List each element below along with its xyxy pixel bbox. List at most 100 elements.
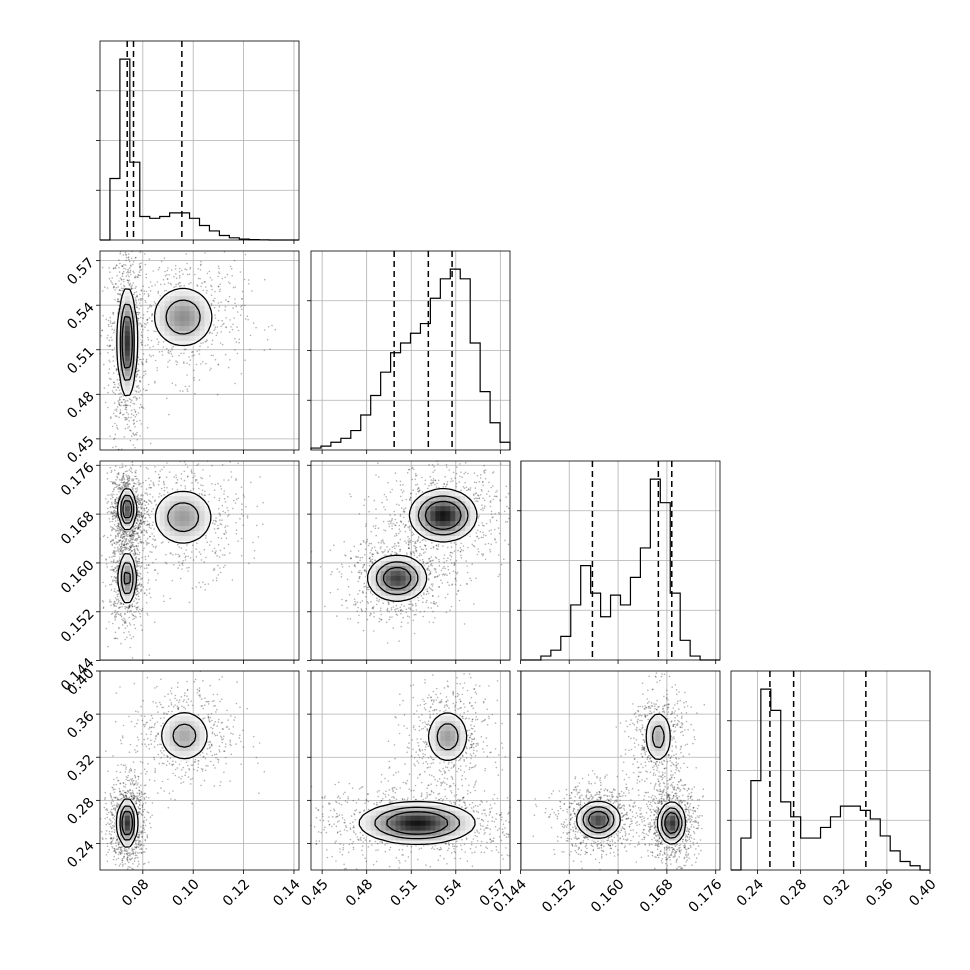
sample-point — [129, 535, 132, 537]
sample-point — [200, 342, 202, 345]
sample-point — [112, 555, 115, 557]
sample-point — [158, 496, 160, 498]
sample-point — [106, 809, 109, 812]
sample-point — [132, 402, 135, 405]
sample-point — [130, 853, 133, 855]
sample-point — [404, 524, 407, 526]
sample-point — [482, 809, 485, 811]
sample-point — [371, 844, 373, 846]
sample-point — [224, 564, 226, 567]
sample-point — [109, 320, 112, 322]
sample-point — [116, 593, 118, 596]
sample-point — [108, 823, 111, 826]
sample-point — [119, 409, 122, 411]
sample-point — [140, 562, 143, 564]
sample-point — [136, 533, 138, 535]
sample-point — [137, 385, 140, 387]
sample-point — [118, 488, 121, 490]
sample-point — [155, 503, 158, 506]
sample-point — [474, 831, 476, 834]
sample-point — [112, 313, 115, 316]
sample-point — [139, 379, 141, 382]
sample-point — [432, 610, 434, 613]
sample-point — [133, 423, 135, 425]
sample-point — [105, 837, 107, 840]
sample-point — [150, 355, 152, 358]
sample-point — [160, 542, 163, 544]
sample-point — [399, 515, 402, 517]
sample-point — [120, 287, 123, 290]
sample-point — [228, 331, 231, 334]
sample-point — [137, 595, 140, 598]
scatter-panel-p1-p3 — [307, 670, 511, 874]
sample-point — [104, 796, 106, 799]
sample-point — [357, 606, 359, 609]
sample-point — [138, 575, 141, 578]
sample-point — [172, 760, 174, 763]
sample-point — [198, 689, 201, 692]
sample-point — [123, 480, 126, 483]
sample-point — [138, 558, 140, 560]
sample-point — [220, 781, 222, 783]
sample-point — [133, 419, 135, 421]
sample-point — [174, 694, 177, 697]
sample-point — [112, 322, 114, 324]
sample-point — [127, 282, 130, 284]
sample-point — [136, 513, 139, 515]
sample-point — [122, 280, 125, 283]
sample-point — [154, 539, 157, 541]
sample-point — [132, 863, 134, 865]
sample-point — [139, 322, 141, 325]
sample-point — [205, 537, 207, 539]
sample-point — [490, 486, 493, 489]
sample-point — [111, 805, 114, 807]
sample-point — [133, 605, 136, 607]
sample-point — [503, 834, 506, 836]
sample-point — [139, 760, 142, 763]
sample-point — [246, 515, 249, 517]
sample-point — [219, 519, 221, 521]
sample-point — [114, 797, 117, 799]
sample-point — [112, 287, 115, 289]
sample-point — [132, 414, 135, 417]
sample-point — [351, 843, 354, 845]
sample-point — [120, 642, 122, 645]
sample-point — [153, 301, 156, 303]
sample-point — [184, 485, 186, 487]
sample-point — [148, 728, 150, 730]
sample-point — [135, 477, 137, 480]
sample-point — [227, 300, 229, 303]
sample-point — [140, 515, 143, 518]
sample-point — [141, 531, 144, 534]
sample-point — [140, 795, 143, 798]
sample-point — [126, 636, 128, 639]
sample-point — [221, 698, 223, 701]
sample-point — [162, 541, 164, 543]
sample-point — [137, 545, 139, 547]
sample-point — [407, 797, 409, 799]
sample-point — [437, 479, 440, 482]
sample-point — [113, 286, 115, 288]
sample-point — [186, 476, 189, 478]
sample-point — [135, 787, 138, 789]
sample-point — [113, 778, 115, 781]
sample-point — [129, 267, 131, 269]
density-cell — [415, 585, 421, 591]
sample-point — [110, 560, 113, 563]
sample-point — [210, 303, 213, 305]
sample-point — [118, 293, 121, 296]
sample-point — [135, 854, 138, 857]
sample-point — [121, 486, 124, 489]
sample-point — [123, 484, 125, 487]
density-cell — [184, 750, 190, 756]
sample-point — [176, 699, 178, 701]
sample-point — [348, 565, 351, 568]
sample-point — [394, 786, 396, 789]
sample-point — [209, 684, 211, 687]
sample-point — [489, 519, 491, 521]
sample-point — [133, 530, 135, 533]
sample-point — [125, 254, 127, 256]
sample-point — [158, 473, 160, 476]
sample-point — [214, 532, 217, 534]
sample-point — [139, 381, 142, 383]
